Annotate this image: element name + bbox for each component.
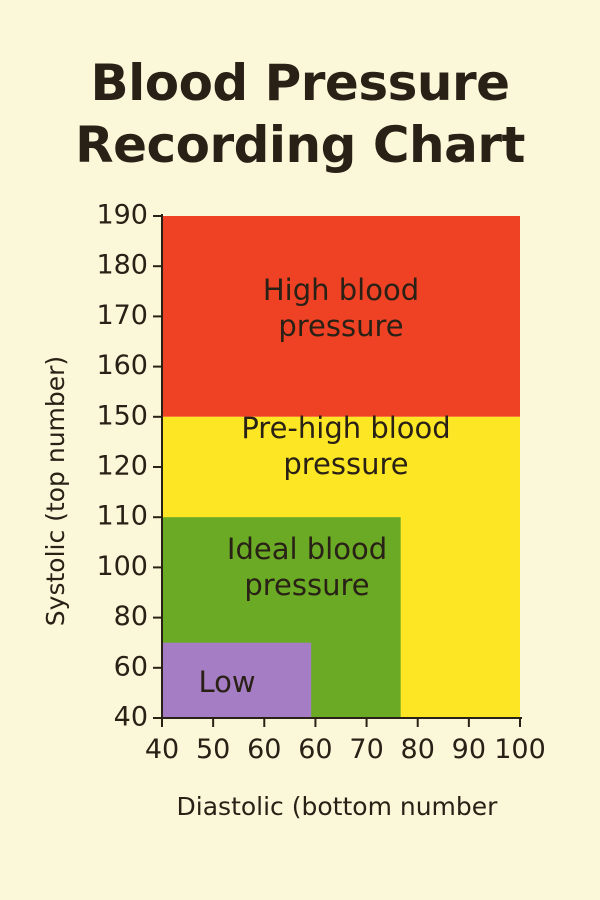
- zone-label-2-1: pressure: [244, 568, 369, 602]
- y-tick-label-6: 110: [96, 501, 148, 532]
- zone-label-2-0: Ideal blood: [227, 532, 387, 566]
- x-tick-label-6: 90: [452, 734, 486, 765]
- y-axis-title: Systolic (top number): [41, 356, 70, 626]
- y-tick-label-3: 160: [96, 350, 148, 381]
- x-tick-label-7: 100: [494, 734, 546, 765]
- y-tick-label-5: 120: [96, 451, 148, 482]
- y-tick-label-2: 170: [96, 300, 148, 331]
- title-line-1: Blood Pressure: [90, 54, 510, 112]
- title-line-2: Recording Chart: [75, 116, 525, 174]
- zone-label-1-1: pressure: [283, 447, 408, 481]
- chart-title: Blood Pressure Recording Chart: [0, 52, 600, 176]
- x-axis-title: Diastolic (bottom number: [177, 792, 499, 821]
- y-tick-label-4: 150: [96, 400, 148, 431]
- x-tick-label-3: 60: [298, 734, 332, 765]
- x-tick-label-0: 40: [145, 734, 179, 765]
- y-tick-label-7: 100: [96, 551, 148, 582]
- x-tick-label-5: 80: [401, 734, 435, 765]
- zone-3: [162, 642, 312, 718]
- y-tick-label-10: 40: [114, 702, 148, 733]
- y-tick-label-1: 180: [96, 250, 148, 281]
- zone-label-0-1: pressure: [278, 309, 403, 343]
- zone-label-0-0: High blood: [263, 273, 419, 307]
- x-tick-label-4: 70: [349, 734, 383, 765]
- zone-0: [162, 216, 520, 417]
- zone-label-3-0: Low: [198, 665, 255, 699]
- x-tick-label-2: 60: [247, 734, 281, 765]
- y-tick-label-8: 80: [114, 601, 148, 632]
- zone-label-1-0: Pre-high blood: [241, 411, 450, 445]
- y-tick-label-0: 190: [96, 200, 148, 231]
- x-tick-label-1: 50: [196, 734, 230, 765]
- y-tick-label-9: 60: [114, 651, 148, 682]
